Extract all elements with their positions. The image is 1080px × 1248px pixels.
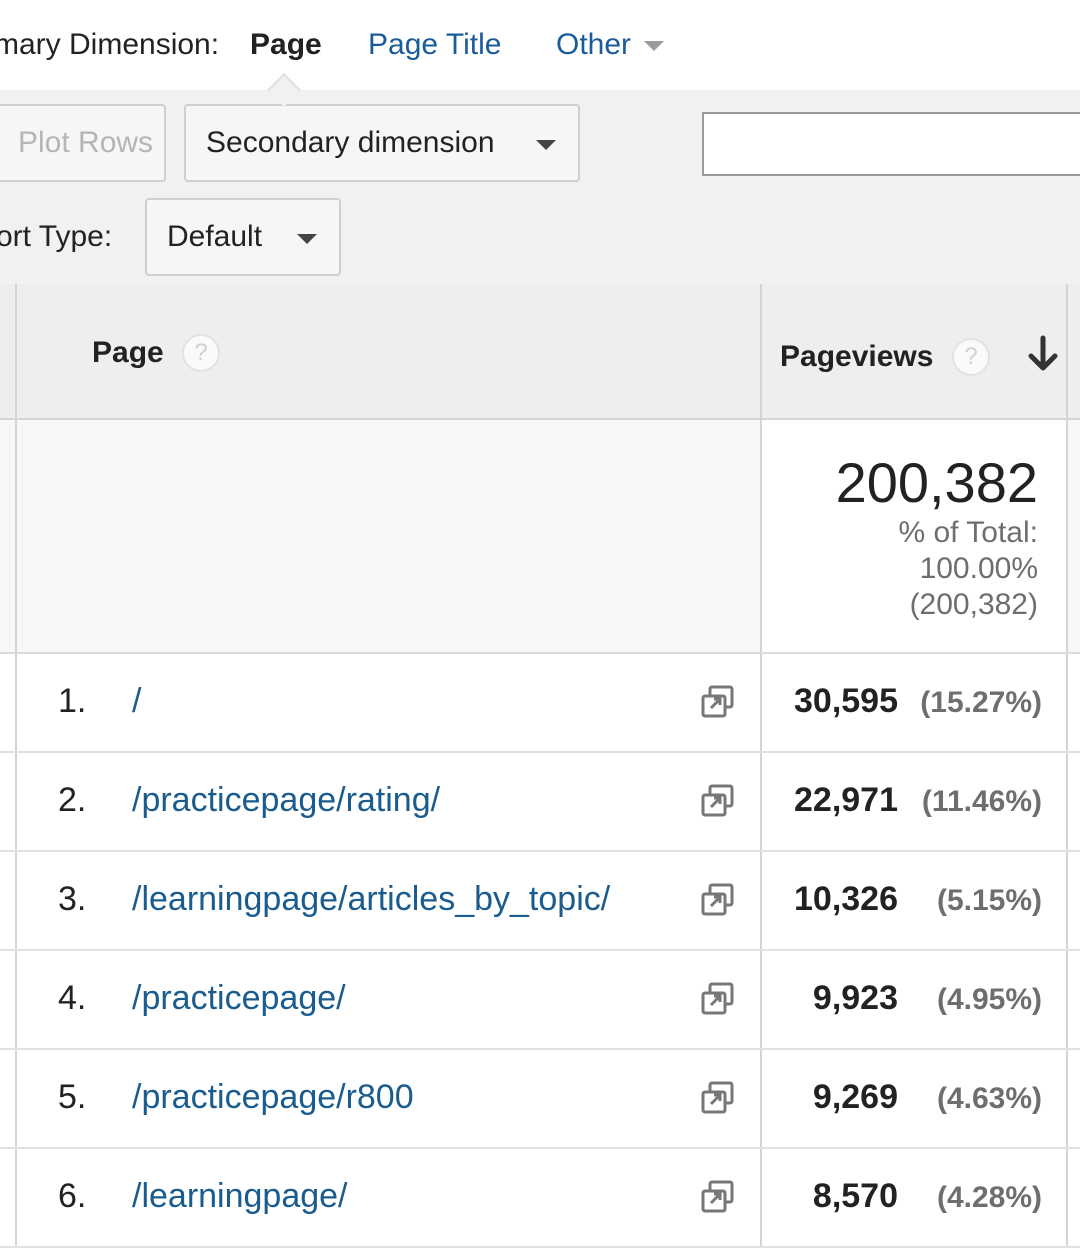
dimension-page-title-link[interactable]: Page Title xyxy=(368,28,502,61)
table-row: 3. /learningpage/articles_by_topic/ 10,3… xyxy=(0,852,1080,951)
column-divider xyxy=(15,420,17,652)
other-dropdown-caret-icon[interactable] xyxy=(644,41,664,51)
page-column-header[interactable]: Page xyxy=(92,336,164,369)
primary-dimension-label: mary Dimension: xyxy=(0,28,220,61)
external-link-icon[interactable] xyxy=(700,882,736,918)
secondary-dimension-label: Secondary dimension xyxy=(206,126,495,159)
table-row: 5. /practicepage/r800 9,269 (4.63%) xyxy=(0,1050,1080,1149)
page-link[interactable]: /practicepage/r800 xyxy=(132,1078,414,1116)
plot-rows-button[interactable]: Plot Rows xyxy=(0,104,166,182)
sort-type-label: ort Type: xyxy=(0,220,113,253)
external-link-icon[interactable] xyxy=(700,684,736,720)
table-header-row: Page ? Pageviews ? xyxy=(0,284,1080,420)
column-divider xyxy=(1066,753,1068,850)
totals-row: 200,382 % of Total: 100.00% (200,382) xyxy=(0,420,1080,654)
page-link[interactable]: /learningpage/ xyxy=(132,1177,348,1215)
pageviews-value: 9,269 xyxy=(812,1078,898,1116)
page-link[interactable]: /learningpage/articles_by_topic/ xyxy=(132,880,611,918)
total-pageviews: 200,382 xyxy=(835,451,1038,514)
row-number: 5. xyxy=(58,1078,87,1116)
table-row: 6. /learningpage/ 8,570 (4.28%) xyxy=(0,1149,1080,1248)
help-icon[interactable]: ? xyxy=(952,338,990,376)
table-controls: Plot Rows Secondary dimension ort Type: … xyxy=(0,90,1080,286)
column-divider xyxy=(1066,1149,1068,1246)
column-divider xyxy=(15,852,17,949)
table-row: 1. / 30,595 (15.27%) xyxy=(0,654,1080,753)
pageviews-value: 8,570 xyxy=(812,1177,898,1215)
column-divider xyxy=(760,1050,762,1147)
table-search-input[interactable] xyxy=(702,112,1080,176)
page-link[interactable]: / xyxy=(132,682,142,720)
sort-type-value: Default xyxy=(167,220,263,253)
page-link[interactable]: /practicepage/rating/ xyxy=(132,781,441,819)
column-divider xyxy=(15,1050,17,1147)
percent-of-total-label: % of Total: xyxy=(898,516,1038,549)
pageviews-percent: (4.28%) xyxy=(936,1181,1042,1214)
external-link-icon[interactable] xyxy=(700,783,736,819)
column-divider xyxy=(1066,852,1068,949)
column-divider xyxy=(760,1149,762,1246)
pageviews-percent: (15.27%) xyxy=(920,686,1042,719)
dimension-other-link[interactable]: Other xyxy=(556,28,632,61)
column-divider xyxy=(1066,951,1068,1048)
column-divider xyxy=(15,654,17,751)
column-divider xyxy=(760,284,762,418)
external-link-icon[interactable] xyxy=(700,981,736,1017)
pageviews-value: 9,923 xyxy=(812,979,898,1017)
column-divider xyxy=(15,284,17,418)
page-link[interactable]: /practicepage/ xyxy=(132,979,346,1017)
chevron-down-icon xyxy=(536,140,556,150)
row-number: 1. xyxy=(58,682,87,720)
column-divider xyxy=(15,951,17,1048)
column-divider xyxy=(1066,284,1068,418)
dimension-page-active[interactable]: Page xyxy=(250,28,322,61)
table-row: 2. /practicepage/rating/ 22,971 (11.46%) xyxy=(0,753,1080,852)
totals-cell xyxy=(762,420,1066,652)
percent-of-total-absolute: (200,382) xyxy=(909,588,1038,621)
column-divider xyxy=(760,852,762,949)
pageviews-percent: (4.95%) xyxy=(936,983,1042,1016)
help-icon[interactable]: ? xyxy=(182,334,220,372)
pageviews-column-header[interactable]: Pageviews xyxy=(780,340,934,373)
report-table: Page ? Pageviews ? 200,382 % of Total: 1… xyxy=(0,284,1080,1248)
primary-dimension-bar: mary Dimension: Page Page Title Other xyxy=(0,0,1080,92)
column-divider xyxy=(1066,654,1068,751)
chevron-down-icon xyxy=(297,234,317,244)
column-divider xyxy=(15,1149,17,1246)
column-divider xyxy=(760,654,762,751)
pageviews-value: 10,326 xyxy=(794,880,898,918)
pageviews-value: 30,595 xyxy=(794,682,898,720)
row-number: 3. xyxy=(58,880,87,918)
pageviews-value: 22,971 xyxy=(794,781,898,819)
pageviews-percent: (11.46%) xyxy=(921,785,1042,818)
table-row: 4. /practicepage/ 9,923 (4.95%) xyxy=(0,951,1080,1050)
secondary-dimension-dropdown[interactable]: Secondary dimension xyxy=(184,104,580,182)
row-number: 2. xyxy=(58,781,87,819)
sort-type-dropdown[interactable]: Default xyxy=(145,198,341,276)
column-divider xyxy=(1066,420,1068,652)
column-divider xyxy=(15,753,17,850)
percent-of-total-value: 100.00% xyxy=(919,552,1038,585)
column-divider xyxy=(1066,1050,1068,1147)
pageviews-percent: (4.63%) xyxy=(936,1082,1042,1115)
row-number: 6. xyxy=(58,1177,87,1215)
column-divider xyxy=(760,420,762,652)
column-divider xyxy=(760,951,762,1048)
external-link-icon[interactable] xyxy=(700,1179,736,1215)
sort-down-arrow-icon[interactable] xyxy=(1026,334,1060,374)
column-divider xyxy=(760,753,762,850)
pageviews-percent: (5.15%) xyxy=(936,884,1042,917)
external-link-icon[interactable] xyxy=(700,1080,736,1116)
row-number: 4. xyxy=(58,979,87,1017)
